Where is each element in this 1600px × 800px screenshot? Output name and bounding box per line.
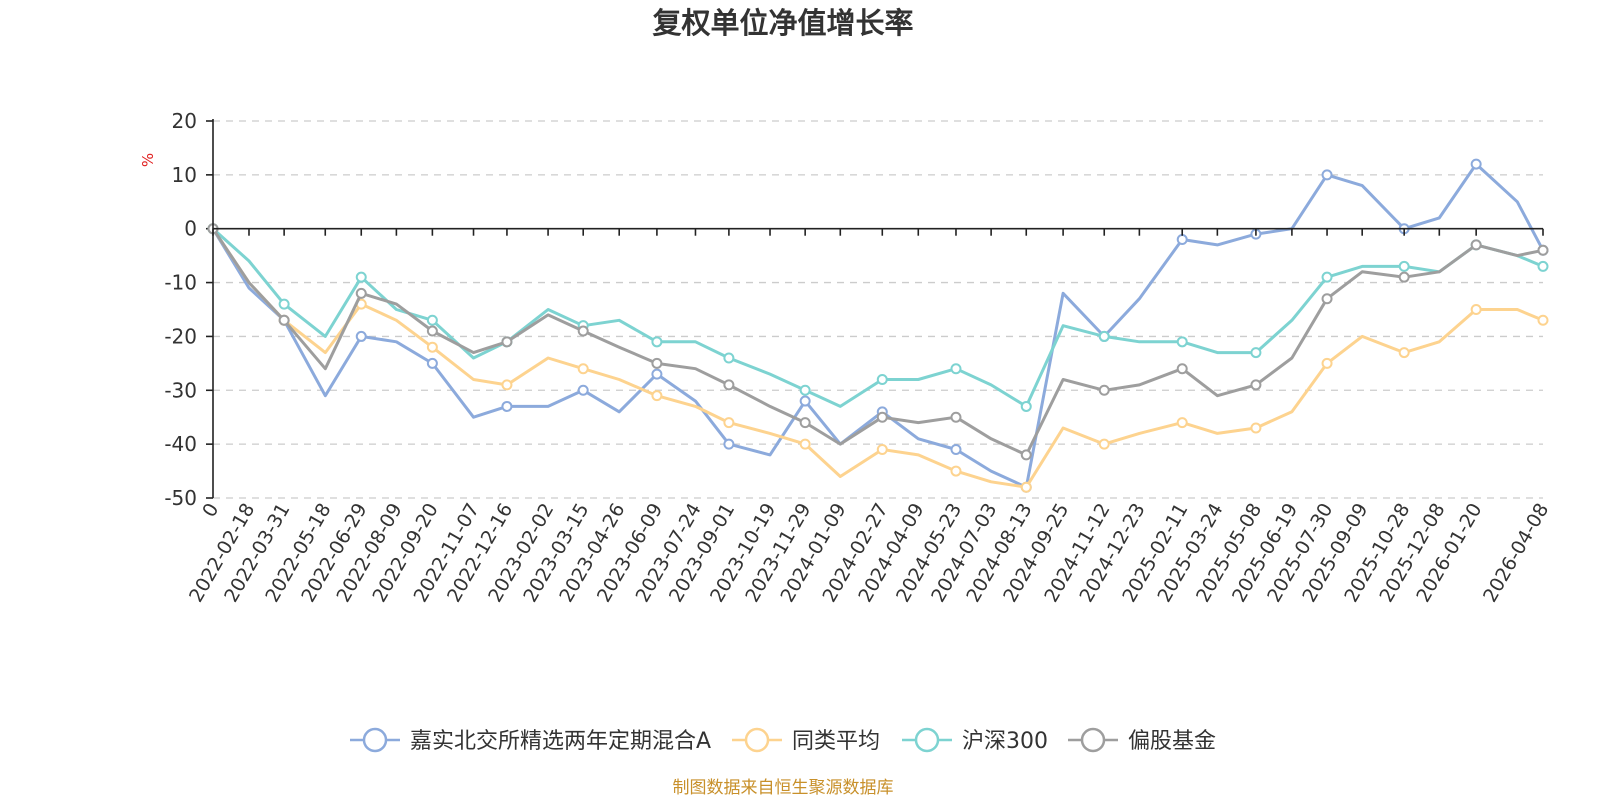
series-lines <box>207 158 1549 493</box>
series-point <box>723 352 735 364</box>
legend-item-2[interactable]: 同类平均 <box>732 727 880 754</box>
series-point <box>876 444 888 456</box>
series-point <box>950 411 962 423</box>
series-point <box>1470 158 1482 170</box>
series-point <box>278 298 290 310</box>
series-point <box>723 417 735 429</box>
series-point <box>1176 417 1188 429</box>
series-point <box>1470 239 1482 251</box>
gridlines <box>213 120 1543 499</box>
series-point <box>355 287 367 299</box>
series-point <box>651 368 663 380</box>
y-axis-unit: % <box>139 153 157 167</box>
series-point <box>1176 363 1188 375</box>
legend-marker <box>1080 727 1106 753</box>
y-tick-label: -30 <box>164 378 197 402</box>
legend-marker <box>362 727 388 753</box>
series-point <box>1176 336 1188 348</box>
legend-label: 偏股基金 <box>1128 729 1216 754</box>
series-point <box>799 384 811 396</box>
series-point <box>355 271 367 283</box>
legend-label: 嘉实北交所精选两年定期混合A <box>410 729 711 754</box>
series-point <box>1537 314 1549 326</box>
legend-item-4[interactable]: 偏股基金 <box>1068 727 1216 754</box>
series-point <box>1398 271 1410 283</box>
series-point <box>651 357 663 369</box>
series-point <box>1098 330 1110 342</box>
series-point <box>1321 357 1333 369</box>
series-point <box>278 314 290 326</box>
legend-marker <box>744 727 770 753</box>
x-tick-label: 0 <box>198 500 223 521</box>
axes <box>212 119 1543 498</box>
series-point <box>1020 449 1032 461</box>
series-point <box>799 417 811 429</box>
series-point <box>1020 400 1032 412</box>
series-point <box>426 325 438 337</box>
series-point <box>876 411 888 423</box>
series-point <box>577 363 589 375</box>
series-point <box>1321 293 1333 305</box>
series-point <box>426 341 438 353</box>
y-tick-label: -10 <box>164 271 197 295</box>
series-point <box>1321 271 1333 283</box>
series-point <box>355 330 367 342</box>
series-line-1 <box>211 162 1545 489</box>
legend-item-3[interactable]: 沪深300 <box>902 727 1048 754</box>
series-point <box>1470 304 1482 315</box>
series-point <box>426 314 438 326</box>
series-point <box>577 325 589 337</box>
series-point <box>501 379 513 391</box>
series-point <box>1098 438 1110 450</box>
series-point <box>651 390 663 402</box>
chart-title: 复权单位净值增长率 <box>652 6 913 40</box>
y-tick-label: 20 <box>172 109 197 133</box>
series-point <box>1250 379 1262 391</box>
legend-label: 沪深300 <box>962 729 1048 754</box>
series-point <box>501 336 513 348</box>
series-point <box>1098 384 1110 396</box>
series-point <box>799 395 811 407</box>
series-point <box>723 379 735 391</box>
series-point <box>1537 260 1549 272</box>
y-tick-label: -50 <box>164 486 197 510</box>
series-line-4 <box>211 227 1544 457</box>
series-point <box>1398 347 1410 359</box>
series-point <box>950 444 962 456</box>
series-point <box>1176 233 1188 245</box>
legend-item-1[interactable]: 嘉实北交所精选两年定期混合A <box>350 727 711 754</box>
x-tick-label: 2026-04-08 <box>1479 500 1553 607</box>
series-point <box>1537 244 1549 256</box>
series-point <box>1250 422 1262 434</box>
series-point <box>426 357 438 369</box>
legend-label: 同类平均 <box>792 729 880 754</box>
x-axis-ticks: 02022-02-182022-03-312022-05-182022-06-2… <box>185 228 1553 607</box>
series-point <box>1321 169 1333 181</box>
series-point <box>1398 260 1410 272</box>
series-point <box>651 336 663 348</box>
series-point <box>876 374 888 386</box>
series-point <box>799 438 811 450</box>
y-tick-label: 10 <box>172 163 197 187</box>
series-point <box>950 363 962 375</box>
series-point <box>501 400 513 412</box>
source-note: 制图数据来自恒生聚源数据库 <box>673 778 894 798</box>
series-point <box>723 438 735 450</box>
legend[interactable]: 嘉实北交所精选两年定期混合A 同类平均 沪深300 偏股基金 <box>350 727 1216 754</box>
series-point <box>577 384 589 396</box>
series-point <box>1250 347 1262 359</box>
y-tick-label: -40 <box>164 432 197 456</box>
y-tick-label: 0 <box>184 217 197 241</box>
series-point <box>950 465 962 477</box>
y-axis-ticks: 20 10 0 -10 -20 -30 -40 -50 <box>164 109 213 510</box>
series-point <box>1020 481 1032 493</box>
legend-marker <box>914 727 940 753</box>
y-tick-label: -20 <box>164 324 197 348</box>
